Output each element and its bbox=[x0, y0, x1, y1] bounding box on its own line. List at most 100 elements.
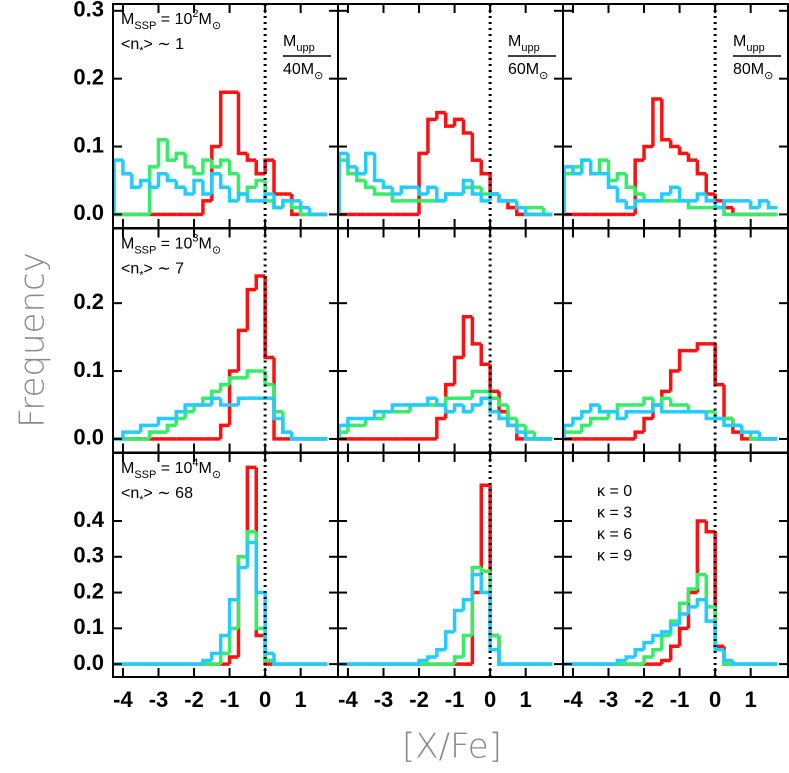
histogram-step bbox=[624, 655, 636, 661]
annotation-part: > ∼ 1 bbox=[144, 36, 185, 53]
histogram-step bbox=[506, 404, 517, 421]
histogram-step bbox=[245, 153, 257, 162]
histogram-step bbox=[210, 396, 221, 405]
histogram-step bbox=[686, 605, 698, 615]
histogram-step bbox=[426, 117, 437, 154]
y-tick-label: 0.2 bbox=[73, 289, 104, 314]
histogram-step bbox=[488, 192, 500, 201]
histogram-step bbox=[461, 119, 473, 135]
histogram-step bbox=[677, 612, 689, 625]
histogram-step bbox=[272, 160, 283, 196]
histogram-step bbox=[515, 200, 526, 210]
x-tick-label: 1 bbox=[520, 687, 532, 712]
histogram-step bbox=[443, 112, 455, 128]
histogram-step bbox=[156, 416, 168, 426]
histogram-step bbox=[695, 597, 707, 607]
histogram-step bbox=[210, 651, 221, 661]
histogram-step bbox=[580, 410, 591, 419]
histogram-step bbox=[452, 655, 464, 665]
x-tick-label: -2 bbox=[634, 687, 654, 712]
annotation-part: > ∼ 7 bbox=[144, 261, 185, 278]
y-tick-label: 0.0 bbox=[73, 650, 104, 675]
histogram-step bbox=[479, 160, 491, 176]
legend-entry: κ = 6 bbox=[597, 526, 632, 543]
annotation-part: * bbox=[139, 45, 144, 57]
mass-numerator: Mupp bbox=[283, 33, 315, 54]
histogram-step bbox=[355, 166, 366, 176]
histogram-step bbox=[651, 633, 662, 643]
histogram-step bbox=[236, 396, 248, 405]
histogram-step bbox=[363, 151, 375, 174]
mass-numerator-part: M bbox=[283, 33, 296, 50]
histogram-step bbox=[580, 423, 591, 433]
histogram-step bbox=[624, 200, 636, 210]
histogram-step bbox=[227, 369, 239, 426]
histogram-step bbox=[479, 396, 491, 405]
panel bbox=[563, 342, 778, 441]
histogram-step bbox=[346, 153, 357, 169]
histogram-step bbox=[497, 398, 508, 407]
histogram-step bbox=[651, 648, 662, 657]
histogram-step bbox=[443, 192, 455, 201]
histogram-step bbox=[452, 608, 464, 632]
histogram-step bbox=[677, 348, 689, 372]
histogram-step bbox=[254, 467, 266, 638]
histogram-step bbox=[722, 384, 733, 421]
annotation-part: ⊙ bbox=[212, 469, 221, 481]
histogram-step bbox=[515, 207, 526, 217]
histogram-step bbox=[192, 166, 203, 176]
x-axis-title: [X/Fe] bbox=[402, 727, 502, 767]
histogram-step bbox=[298, 200, 310, 210]
histogram-step bbox=[227, 376, 239, 385]
histogram-step bbox=[642, 655, 653, 665]
y-tick-label: 0.0 bbox=[73, 200, 104, 225]
histogram-step bbox=[668, 185, 680, 195]
histogram-step bbox=[363, 180, 375, 190]
mass-denominator-part: 60M bbox=[508, 61, 539, 78]
annotation-part: * bbox=[139, 270, 144, 282]
histogram-step bbox=[236, 555, 248, 629]
histogram-step bbox=[390, 403, 402, 412]
histogram-step bbox=[174, 180, 186, 190]
histogram-step bbox=[435, 110, 446, 120]
annotation-part: <n bbox=[121, 485, 139, 502]
y-tick-label: 0.3 bbox=[73, 0, 104, 22]
histogram-step bbox=[633, 648, 645, 657]
annotation-part: M bbox=[121, 460, 134, 477]
histogram-step bbox=[426, 396, 437, 405]
histogram-step bbox=[147, 165, 159, 215]
histogram-step bbox=[470, 572, 482, 600]
histogram-step bbox=[218, 423, 230, 439]
histogram-step bbox=[470, 565, 482, 636]
histogram-step bbox=[722, 649, 733, 663]
histogram-step bbox=[245, 369, 257, 378]
annotation-part: <n bbox=[121, 36, 139, 53]
histogram-step bbox=[174, 151, 186, 161]
histogram-step bbox=[210, 160, 221, 169]
histogram-step bbox=[138, 423, 150, 433]
histogram-step bbox=[642, 396, 653, 405]
annotation-part: = 10 bbox=[156, 460, 192, 477]
annotation: MSSP = 103M⊙ bbox=[121, 233, 221, 257]
mass-denominator-part: ⊙ bbox=[764, 70, 773, 82]
histogram-step bbox=[183, 187, 195, 196]
histogram-step bbox=[245, 185, 257, 195]
histogram-step bbox=[201, 180, 212, 196]
histogram-step bbox=[254, 274, 266, 290]
histogram-step bbox=[686, 200, 698, 210]
annotation: <n*> ∼ 68 bbox=[121, 485, 193, 506]
histogram-step bbox=[201, 396, 212, 405]
mass-denominator-part: 40M bbox=[283, 61, 314, 78]
histogram-step bbox=[740, 425, 751, 434]
histogram-step bbox=[390, 194, 402, 203]
x-tick-label: 1 bbox=[295, 687, 307, 712]
mass-numerator-part: upp bbox=[746, 42, 764, 54]
histogram-step bbox=[642, 144, 653, 161]
histogram-step bbox=[695, 342, 707, 351]
legend-entry: κ = 9 bbox=[597, 548, 632, 565]
x-tick-label: -1 bbox=[220, 687, 240, 712]
histogram-step bbox=[338, 423, 348, 439]
histogram-step bbox=[515, 418, 526, 428]
histogram-step bbox=[748, 200, 760, 210]
histogram-step bbox=[642, 640, 653, 650]
